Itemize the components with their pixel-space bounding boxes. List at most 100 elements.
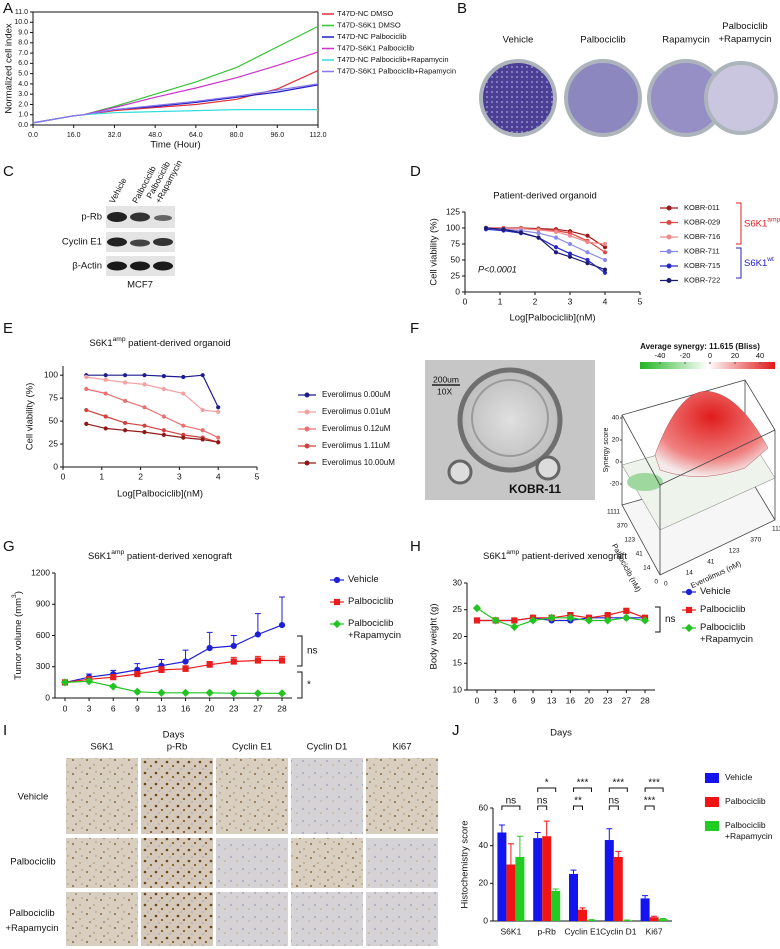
chart-title: Patient-derived organoid <box>493 191 597 202</box>
legend-label-box: Palbociclib +Rapamycin <box>348 618 401 641</box>
y-tick-label: 5.0 <box>18 70 28 77</box>
marker <box>666 220 672 225</box>
marker <box>122 420 128 426</box>
marker <box>666 205 672 211</box>
legend-label-box: Vehicle <box>700 586 731 597</box>
ihc-image <box>141 838 213 888</box>
y-tick-label: 100 <box>44 369 58 379</box>
marker <box>254 631 261 638</box>
marker <box>161 428 166 433</box>
bar <box>533 838 543 921</box>
well-label-box: Palbociclib +Rapamycin <box>718 21 772 45</box>
marker <box>536 235 541 240</box>
marker <box>304 460 310 466</box>
marker <box>142 430 147 435</box>
marker <box>181 423 186 428</box>
marker <box>567 241 573 247</box>
x-tick-label: 4 <box>216 471 221 481</box>
y-tick-label: 900 <box>36 599 50 609</box>
bar <box>551 890 561 921</box>
marker <box>103 391 108 396</box>
well-label: Palbociclib <box>580 35 625 46</box>
error-bar <box>660 918 667 920</box>
marker <box>585 250 590 255</box>
marker <box>684 623 694 633</box>
stain-label: Ki67 <box>392 742 411 753</box>
series-line <box>86 423 219 443</box>
marker <box>277 689 287 698</box>
x-tick-label: 32.0 <box>108 132 122 139</box>
legend-label: Palbociclib +Rapamycin <box>700 622 754 645</box>
marker <box>122 373 128 378</box>
y-axis-label: Body weight (g) <box>429 603 440 669</box>
blot-band <box>107 212 127 222</box>
error-bar <box>254 613 261 635</box>
marker <box>84 374 89 380</box>
everolimus-tick-label: 1111 <box>772 526 780 533</box>
legend-label: KOBR-722 <box>684 275 720 284</box>
marker <box>666 278 672 283</box>
marker <box>85 677 94 686</box>
x-tick-label: 4 <box>603 296 608 306</box>
significance-bracket <box>501 805 521 810</box>
x-tick-label: S6K1 <box>501 926 522 936</box>
blot-band <box>130 239 150 247</box>
x-tick-label: 5 <box>255 471 260 481</box>
stain-label: Cyclin E1 <box>232 742 272 753</box>
blot-band <box>130 212 150 222</box>
error-bar <box>552 888 559 891</box>
y-tick-label: 1.0 <box>18 112 28 119</box>
legend-label-box: Palbociclib +Rapamycin <box>725 820 772 841</box>
marker <box>304 392 310 398</box>
error-bar <box>606 828 613 841</box>
annotation: P<0.0001 <box>478 264 517 274</box>
x-tick-label: 1 <box>498 296 503 306</box>
marker <box>103 377 108 382</box>
legend-label: KOBR-711 <box>684 246 720 255</box>
legend-label: KOBR-715 <box>684 261 720 270</box>
marker <box>60 678 70 687</box>
organoid <box>535 455 561 481</box>
well-label: Palbociclib +Rapamycin <box>718 21 772 45</box>
marker <box>333 598 341 606</box>
palbociclib-tick-label: 370 <box>617 523 628 530</box>
surface-box <box>621 414 661 486</box>
y-axis-label: Normalized cell index <box>4 23 15 114</box>
x-tick-label: 16 <box>181 703 191 713</box>
significance-label: * <box>307 680 311 691</box>
error-bar <box>498 824 505 833</box>
z-tick-label: 20 <box>612 437 620 444</box>
x-tick-label: 23 <box>229 703 239 713</box>
group-bracket <box>736 202 742 245</box>
significance-label: ns <box>537 796 548 807</box>
chart-title-part: patient-derived xenograft <box>519 551 627 562</box>
colorbar-tick-label: 0 <box>708 351 712 360</box>
marker <box>84 407 89 413</box>
x-tick-label: 0 <box>463 296 468 306</box>
legend-label-box: Palbociclib <box>348 596 393 607</box>
marker <box>230 658 237 665</box>
legend-label: Everolimus 0.01uM <box>322 407 391 416</box>
ihc-image <box>216 892 288 946</box>
significance-label: ns <box>307 646 318 657</box>
blot-band <box>107 261 127 271</box>
y-axis-label: Cell viability (%) <box>429 218 440 286</box>
x-tick-label: 3 <box>568 296 573 306</box>
protein-label: p-Rb <box>81 212 102 223</box>
marker <box>253 689 262 698</box>
bar <box>658 919 668 921</box>
marker <box>134 670 141 678</box>
significance-label: ns <box>609 796 620 807</box>
x-tick-label: 16 <box>566 695 576 705</box>
legend-swatch <box>705 773 719 783</box>
x-tick-label: 9 <box>135 703 140 713</box>
marker <box>501 227 506 232</box>
panel-label: C <box>3 163 14 180</box>
panel-f: 200um 10X KOBR-11 Average synergy: 11.61… <box>425 342 776 594</box>
marker <box>511 617 518 624</box>
y-tick-label: 10 <box>453 684 463 694</box>
sample-label: KOBR-11 <box>509 482 561 496</box>
treatment-label: Vehicle <box>18 792 49 803</box>
x-axis-label: Log[Palbociclib](nM) <box>117 489 203 500</box>
magnification-label: 10X <box>437 386 452 396</box>
